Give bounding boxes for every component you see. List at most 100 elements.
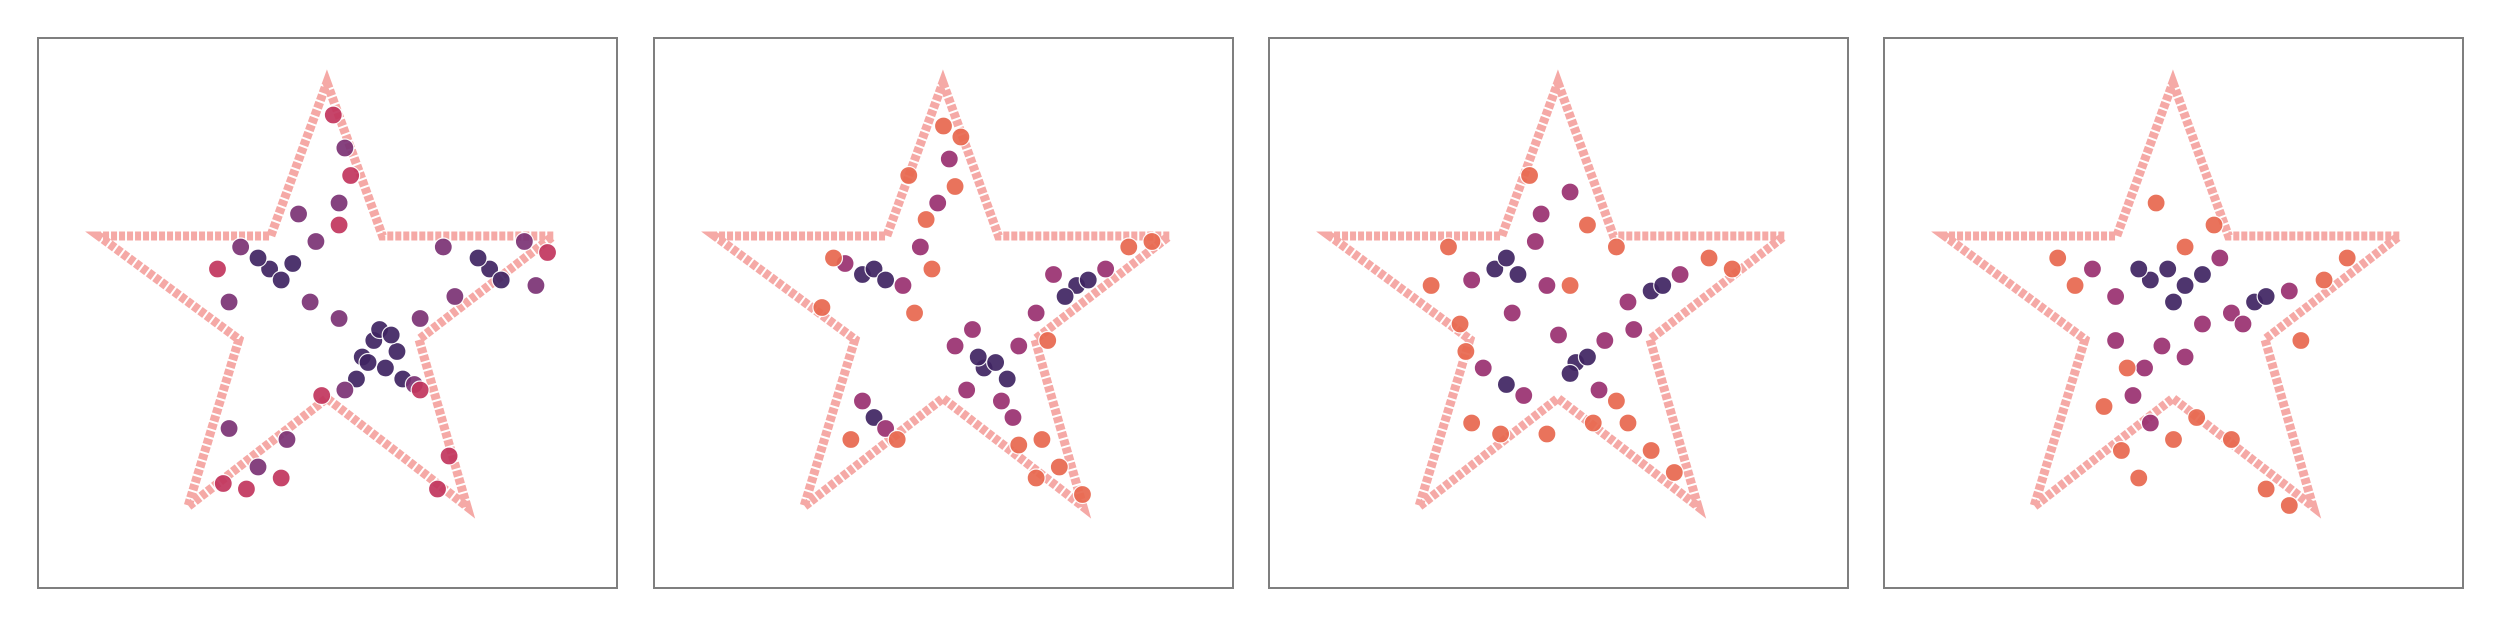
point [1438,237,1459,257]
point [2175,237,2195,257]
point [1055,286,1075,307]
point [1595,330,1615,351]
point [1421,275,1441,296]
panel [1268,37,1849,589]
point [1560,363,1580,384]
point [1606,391,1627,411]
point [346,369,367,389]
point [236,479,257,499]
point [875,418,896,439]
point [445,286,465,307]
point [957,380,977,400]
point [1078,270,1098,290]
point [1485,259,1505,279]
point [514,231,534,252]
point [260,259,280,279]
point [2065,275,2085,296]
point [1514,385,1534,406]
point [439,446,459,466]
point [1583,413,1603,433]
point [1624,319,1644,340]
point [1525,231,1545,252]
point [2117,358,2137,378]
panel-frame [1268,37,1849,589]
point [2221,429,2241,450]
point [283,253,303,274]
point [2233,314,2253,334]
point [2187,407,2207,428]
point [341,165,361,186]
point [1589,380,1609,400]
point [904,303,925,323]
point [962,319,983,340]
point [875,270,896,290]
point [329,193,349,213]
point [2337,248,2357,268]
point [1537,424,1557,444]
point [922,259,942,279]
point [271,270,291,290]
point [2175,347,2195,367]
point [1641,440,1661,461]
point [2134,358,2155,378]
point [916,209,936,230]
point [300,292,320,312]
point [271,468,291,488]
point [1009,336,1029,356]
point [2106,286,2126,307]
point [1508,264,1528,285]
star-outline [1316,69,1798,519]
panel-frame [37,37,618,589]
point [358,352,378,373]
point [2048,248,2068,268]
point [2192,314,2213,334]
point [1072,484,1093,505]
point [1577,215,1598,235]
point [433,237,453,257]
point [2192,264,2213,285]
panel-frame [1883,37,2464,589]
panel [1883,37,2464,589]
point [1560,182,1580,202]
point [1699,248,1719,268]
point [248,248,268,268]
point [1490,424,1511,444]
point [1049,457,1069,477]
point [933,116,954,136]
point [387,341,407,362]
point [2123,385,2143,406]
point [2140,413,2160,433]
point [2279,495,2299,516]
point [1537,275,1557,296]
point [823,248,844,268]
point [468,248,488,268]
point [2175,275,2195,296]
point [2094,396,2114,417]
point [2314,270,2334,290]
point [312,385,332,406]
point [864,259,884,279]
point [945,336,965,356]
point [410,308,430,329]
point [1043,264,1064,285]
point [910,237,930,257]
point [2256,286,2276,307]
point [1096,259,1116,279]
point [1009,435,1029,455]
point [887,429,907,450]
point [2158,259,2178,279]
point [1618,292,1638,312]
point [2291,330,2311,351]
point [248,457,268,477]
point [207,259,228,279]
point [2140,270,2160,290]
point [939,149,959,169]
point [852,391,873,411]
point [945,176,965,197]
point [491,270,511,290]
point [335,138,355,158]
point [375,358,395,378]
point [1496,248,1516,268]
point [893,275,913,296]
point [2221,303,2241,323]
